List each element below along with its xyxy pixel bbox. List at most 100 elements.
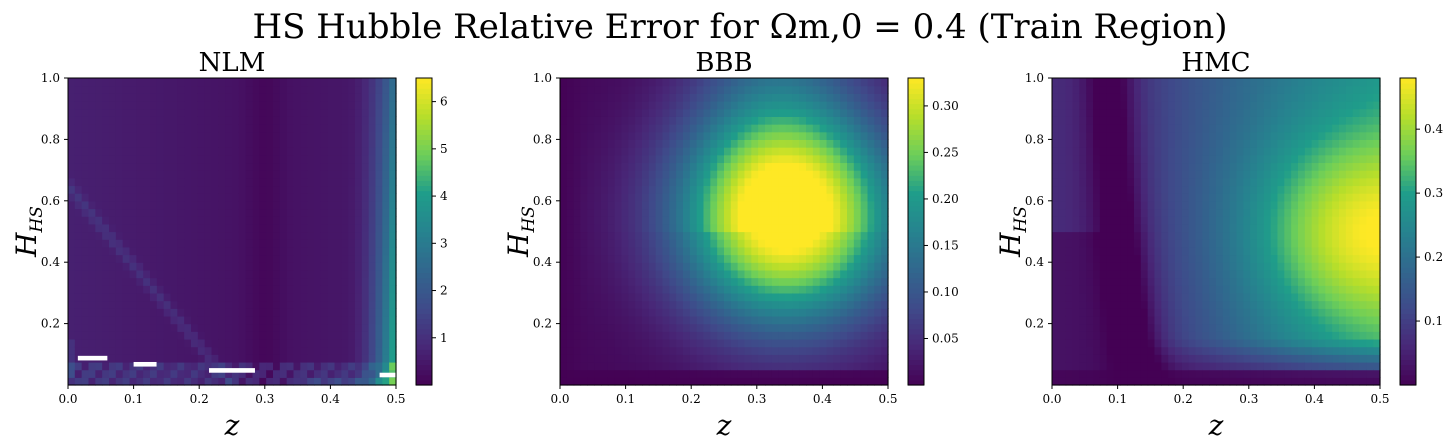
heatmap-cell (355, 124, 363, 133)
heatmap-cell (655, 262, 664, 271)
heatmap-cell (601, 262, 609, 271)
heatmap-cell (266, 170, 274, 179)
heatmap-cell (778, 338, 787, 348)
heatmap-cell (614, 108, 623, 117)
heatmap-cell (88, 300, 96, 309)
heatmap-cell (614, 338, 623, 348)
heatmap-cell (573, 331, 582, 340)
heatmap-cell (184, 185, 192, 194)
heatmap-cell (1195, 323, 1203, 332)
heatmap-cell (799, 246, 807, 256)
heatmap-cell (327, 361, 336, 371)
heatmap-cell (327, 292, 336, 302)
heatmap-cell (724, 124, 732, 133)
heatmap-cell (1147, 162, 1156, 171)
heatmap-cell (150, 246, 158, 256)
heatmap-cell (191, 185, 199, 194)
heatmap-cell (279, 216, 288, 225)
heatmap-cell (334, 277, 342, 286)
heatmap-cell (327, 239, 336, 248)
heatmap-cell (232, 338, 240, 348)
heatmap-cell (327, 369, 336, 378)
heatmap-cell (1147, 101, 1156, 110)
heatmap-cell (74, 139, 83, 148)
heatmap-cell (115, 208, 124, 217)
heatmap-cell (669, 223, 677, 233)
heatmap-cell (1181, 269, 1190, 279)
heatmap-cell (1079, 369, 1087, 378)
heatmap-cell (389, 170, 397, 179)
heatmap-cell (710, 162, 718, 171)
heatmap-cell (1086, 193, 1094, 202)
heatmap-cell (648, 216, 657, 225)
heatmap-cell (573, 277, 582, 286)
heatmap-cell (191, 154, 199, 164)
heatmap-cell (320, 185, 329, 194)
heatmap-cell (683, 208, 691, 217)
heatmap-cell (1147, 254, 1156, 263)
heatmap-cell (785, 177, 793, 187)
heatmap-cell (806, 338, 814, 348)
heatmap-cell (361, 292, 370, 302)
heatmap-cell (355, 108, 363, 117)
colorbar-segment (416, 185, 432, 192)
heatmap-cell (74, 285, 83, 294)
heatmap-cell (566, 85, 575, 94)
heatmap-cell (812, 93, 821, 102)
heatmap-cell (273, 331, 281, 340)
heatmap-cell (1120, 323, 1128, 332)
colorbar-segment (416, 124, 432, 130)
heatmap-cell (642, 154, 650, 164)
heatmap-cell (1195, 216, 1203, 225)
heatmap-cell (799, 292, 807, 302)
heatmap-cell (853, 377, 862, 386)
heatmap-cell (765, 154, 773, 164)
heatmap-cell (307, 154, 315, 164)
heatmap-cell (1072, 177, 1080, 187)
heatmap-cell (327, 377, 336, 386)
colorbar-segment (908, 236, 924, 243)
heatmap-cell (778, 246, 787, 256)
heatmap-cell (1079, 101, 1087, 110)
heatmap-cell (341, 377, 349, 386)
heatmap-cell (232, 262, 240, 271)
heatmap-cell (710, 338, 718, 348)
heatmap-cell (197, 93, 206, 102)
heatmap-cell (744, 78, 752, 87)
heatmap-cell (129, 216, 137, 225)
heatmap-cell (279, 108, 288, 117)
heatmap-cell (765, 277, 773, 286)
heatmap-cell (1079, 269, 1087, 279)
heatmap-cell (266, 338, 274, 348)
heatmap-cell (874, 208, 882, 217)
heatmap-cell (826, 93, 834, 102)
heatmap-cell (587, 185, 595, 194)
heatmap-cell (1065, 124, 1074, 133)
heatmap-cell (676, 193, 684, 202)
heatmap-cell (218, 308, 226, 317)
heatmap-cell (143, 246, 151, 256)
heatmap-cell (197, 285, 206, 294)
heatmap-cell (758, 338, 766, 348)
heatmap-cell (881, 85, 889, 94)
heatmap-cell (1113, 254, 1121, 263)
heatmap-cell (218, 223, 226, 233)
heatmap-cell (1099, 246, 1108, 256)
heatmap-cell (1120, 223, 1128, 233)
heatmap-cell (840, 170, 848, 179)
heatmap-cell (655, 101, 664, 110)
heatmap-cell (1195, 93, 1203, 102)
heatmap-cell (211, 170, 219, 179)
heatmap-cell (1065, 139, 1074, 148)
heatmap-cell (361, 200, 370, 210)
heatmap-cell (1195, 108, 1203, 117)
heatmap-cell (382, 124, 390, 133)
heatmap-cell (669, 193, 677, 202)
heatmap-cell (1195, 193, 1203, 202)
heatmap-cell (204, 300, 213, 309)
heatmap-cell (95, 246, 103, 256)
heatmap-cell (792, 246, 800, 256)
heatmap-cell (683, 331, 691, 340)
heatmap-cell (655, 361, 664, 371)
heatmap-cell (717, 177, 725, 187)
